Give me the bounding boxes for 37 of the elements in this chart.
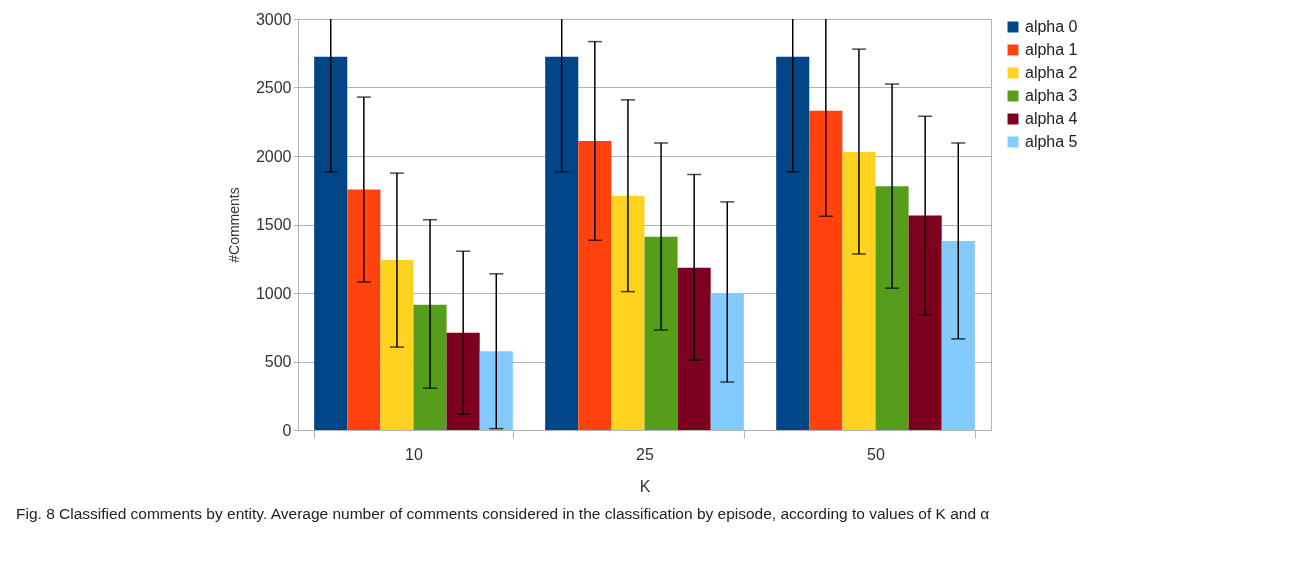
bar [941, 240, 975, 430]
legend-label: alpha 2 [1025, 64, 1078, 81]
y-tick-label: 1000 [255, 284, 292, 302]
y-tick-label: 3000 [255, 10, 292, 28]
bar [446, 332, 480, 430]
legend-label: alpha 3 [1025, 87, 1078, 104]
x-tick-label: 25 [636, 445, 654, 463]
bar [611, 195, 645, 430]
bar [710, 293, 744, 430]
x-axis-title: K [639, 477, 651, 495]
bar [413, 304, 447, 430]
bar [809, 110, 843, 430]
y-axis-title: #Comments [225, 187, 242, 263]
y-tick-label: 2500 [255, 79, 292, 96]
legend-label: alpha 1 [1025, 41, 1078, 58]
bar [314, 56, 348, 430]
y-tick-label: 0 [282, 421, 292, 439]
y-tick-label: 1500 [255, 216, 292, 233]
bar [908, 215, 942, 430]
bar [644, 236, 678, 430]
bar [545, 56, 579, 430]
y-tick-label: 2000 [255, 147, 292, 165]
x-tick-label: 10 [405, 445, 423, 463]
bar [842, 151, 876, 430]
bar [677, 267, 711, 430]
legend-label: alpha 5 [1025, 133, 1078, 150]
x-tick-label: 50 [867, 445, 885, 463]
legend-label: alpha 4 [1025, 110, 1078, 127]
y-tick-label: 500 [264, 353, 292, 370]
bar [380, 260, 414, 430]
bar [578, 140, 612, 430]
bar [776, 56, 810, 430]
bar [347, 189, 381, 430]
bar [875, 186, 909, 430]
legend-label: alpha 0 [1025, 18, 1078, 35]
bar [479, 351, 513, 430]
caption: Fig. 8 Classified comments by entity. Average number of comments considered in the classification by episode, according to values of K and α [16, 505, 991, 523]
